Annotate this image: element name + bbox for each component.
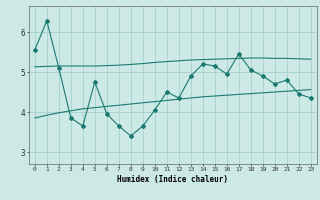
X-axis label: Humidex (Indice chaleur): Humidex (Indice chaleur): [117, 175, 228, 184]
